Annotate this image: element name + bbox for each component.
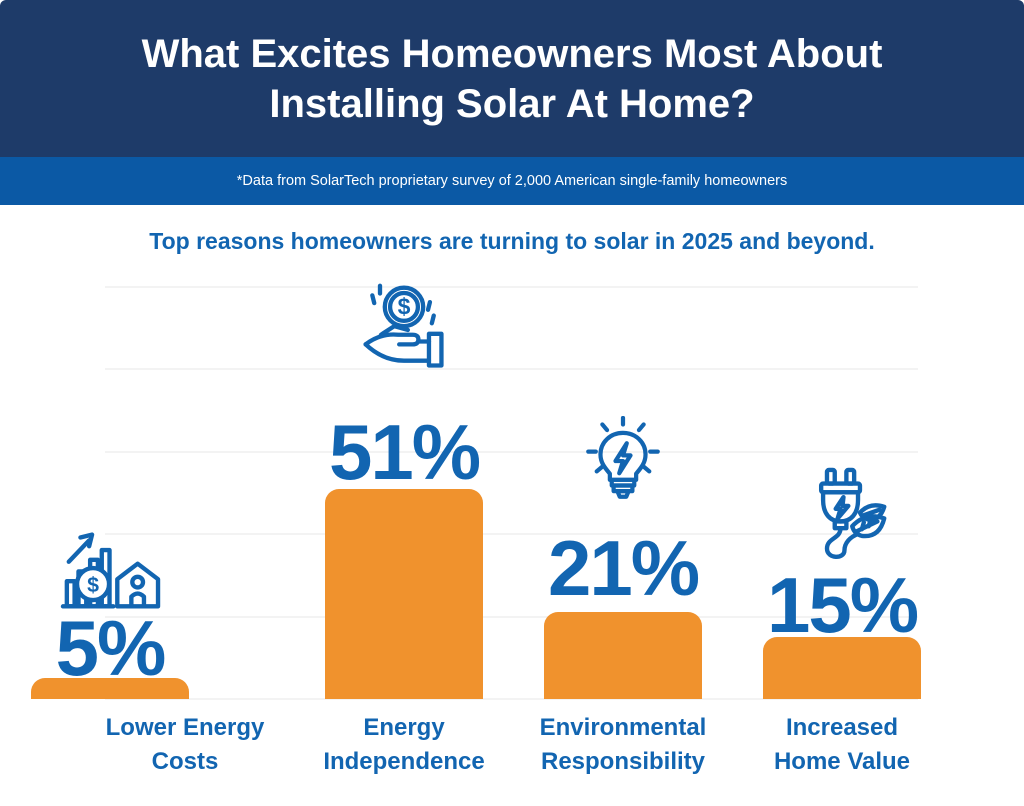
plug-leaf-icon [818, 468, 886, 560]
svg-text:$: $ [398, 294, 411, 320]
category-label-environmental-responsibility: Environmental Responsibility [539, 714, 707, 775]
bar-chart: $ 51% [0, 283, 1024, 700]
header-banner: What Excites Homeowners Most About Insta… [0, 0, 1024, 157]
source-note-band: *Data from SolarTech proprietary survey … [0, 157, 1024, 205]
page-title-line1: What Excites Homeowners Most About [141, 31, 883, 76]
source-note: *Data from SolarTech proprietary survey … [236, 173, 788, 189]
bar-increased-home-value [31, 678, 189, 699]
svg-text:$: $ [87, 572, 99, 596]
bar-environmental-responsibility [763, 637, 921, 699]
bar-column-environmental-responsibility: 15% [732, 287, 952, 699]
plot-gridlines [105, 286, 918, 700]
bar-column-energy-independence: 21% [513, 287, 733, 699]
lightbulb-energy-icon [586, 415, 660, 499]
value-label: 21% [547, 523, 700, 612]
category-label-energy-independence: Energy Independence [323, 714, 485, 775]
home-value-growth-icon: $ [60, 531, 160, 609]
money-in-hand-icon: $ [363, 283, 444, 368]
bar-energy-independence [544, 612, 702, 699]
gridline-40 [105, 533, 918, 535]
value-label: 5% [55, 603, 167, 692]
gridline-0 [105, 698, 918, 700]
bar-column-lower-energy-costs: $ 51% [294, 283, 514, 699]
gridline-100 [105, 286, 918, 288]
page-title: What Excites Homeowners Most About Insta… [142, 29, 883, 129]
page-title-line2: Installing Solar At Home? [269, 81, 755, 126]
category-label-increased-home-value: Increased Home Value [773, 714, 911, 775]
gridline-60 [105, 451, 918, 453]
gridline-20 [105, 616, 918, 618]
gridline-80 [105, 368, 918, 370]
bar-lower-energy-costs [325, 488, 483, 699]
value-label: 51% [328, 408, 481, 497]
category-labels-row: Lower Energy Costs Energy Independence E… [0, 711, 1024, 791]
category-label-lower-energy-costs: Lower Energy Costs [105, 714, 265, 775]
chart-subtitle: Top reasons homeowners are turning to so… [149, 228, 875, 254]
bar-column-increased-home-value: $ 5% [0, 287, 220, 699]
value-label: 15% [766, 561, 919, 650]
